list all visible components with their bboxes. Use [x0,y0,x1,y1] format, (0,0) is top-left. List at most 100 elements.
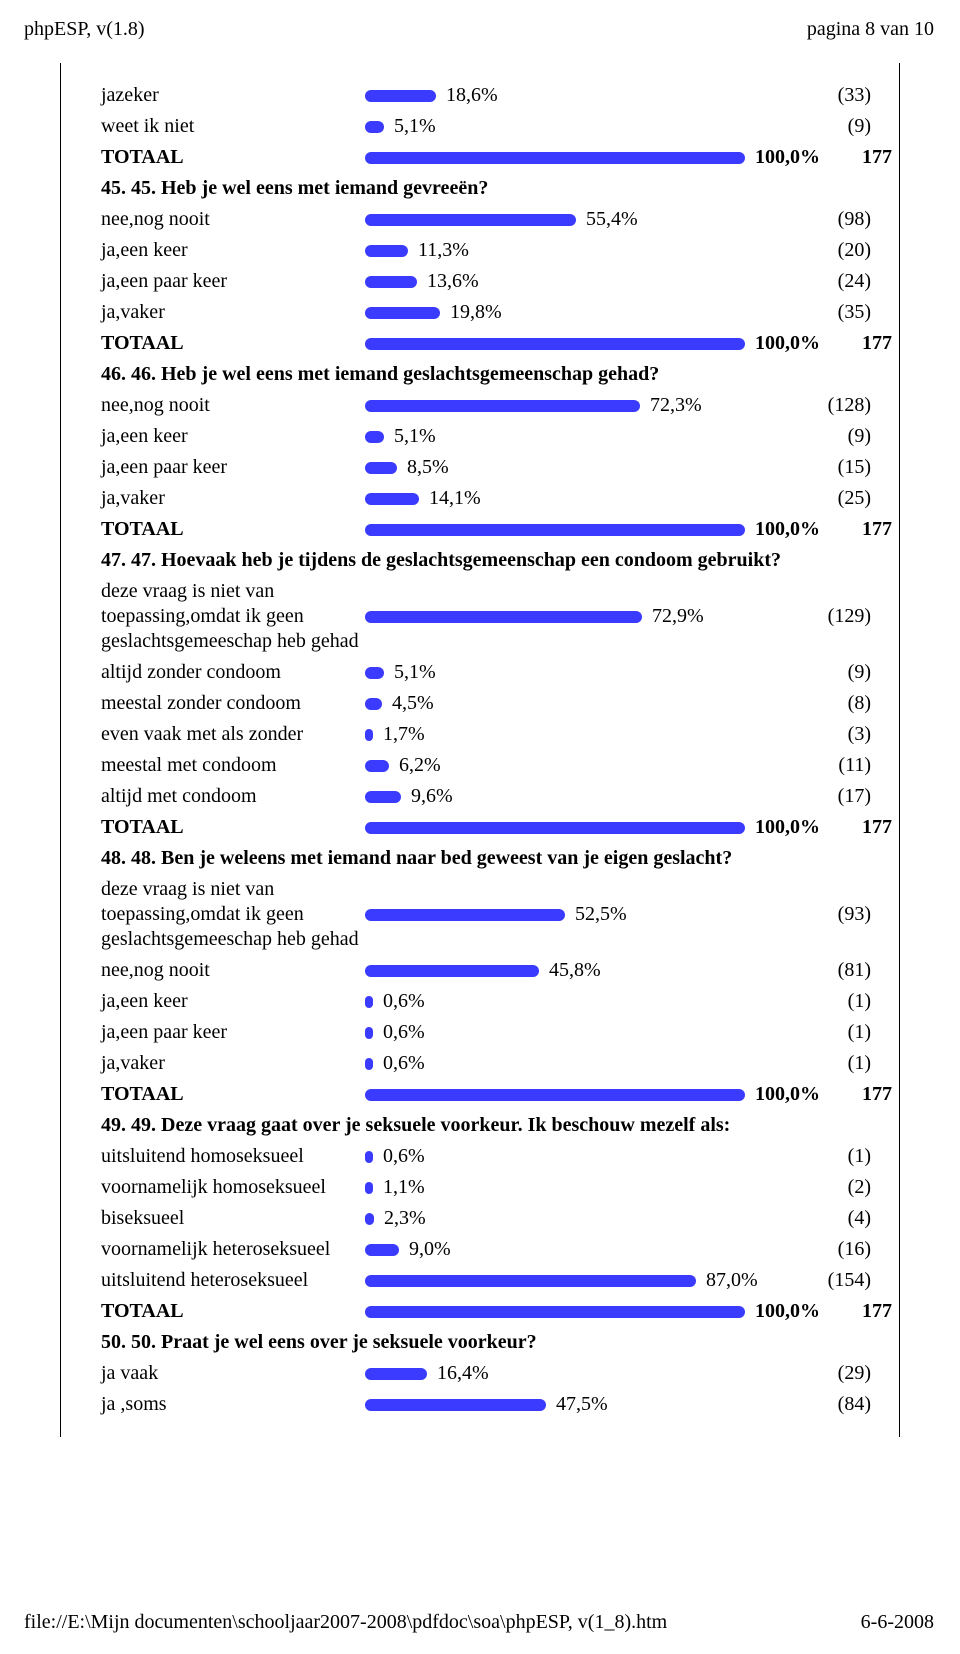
bar-cell: 100,0% [365,146,820,169]
total-row: TOTAAL100,0%177 [101,1082,871,1107]
answer-row: ja vaak16,4%(29) [101,1361,871,1386]
answer-label: ja,een keer [101,989,365,1014]
answer-label: uitsluitend homoseksueel [101,1144,365,1169]
answer-label: ja,een paar keer [101,455,365,480]
percentage-bar [365,462,397,474]
answer-row: biseksueel2,3%(4) [101,1206,871,1231]
percentage-value: 9,6% [411,785,453,808]
bar-cell: 11,3% [365,239,799,262]
count-value: (1) [799,990,871,1013]
answer-row: altijd met condoom 9,6% (17) [101,784,871,809]
count-value: (9) [799,115,871,138]
total-row: TOTAAL100,0%177 [101,145,871,170]
answer-row: nee,nog nooit72,3%(128) [101,393,871,418]
answer-row: weet ik niet5,1%(9) [101,114,871,139]
percentage-bar [365,90,436,102]
count-value: 177 [820,146,892,169]
answer-label: TOTAAL [101,517,365,542]
answer-label: TOTAAL [101,145,365,170]
answer-row: altijd zonder condoom5,1%(9) [101,660,871,685]
bar-cell: 100,0% [365,332,820,355]
percentage-value: 100,0% [755,146,820,169]
answer-row: voornamelijk heteroseksueel9,0%(16) [101,1237,871,1262]
bar-cell: 55,4% [365,208,799,231]
answer-label: nee,nog nooit [101,207,365,232]
percentage-bar [365,996,373,1008]
count-value: (3) [799,723,871,746]
answer-label: ja,vaker [101,300,365,325]
question-title: 48. 48. Ben je weleens met iemand naar b… [101,846,871,871]
question-title: 49. 49. Deze vraag gaat over je seksuele… [101,1113,871,1138]
answer-label: deze vraag is niet van toepassing,omdat … [101,579,365,654]
percentage-value: 52,5% [575,903,627,926]
bar-cell: 19,8% [365,301,799,324]
percentage-value: 100,0% [755,518,820,541]
answer-row: ja ,soms47,5%(84) [101,1392,871,1417]
answer-label: uitsluitend heteroseksueel [101,1268,365,1293]
answer-label: ja,een paar keer [101,269,365,294]
percentage-value: 72,3% [650,394,702,417]
percentage-bar [365,493,419,505]
answer-label: nee,nog nooit [101,958,365,983]
answer-label: even vaak met als zonder [101,722,365,747]
percentage-bar [365,245,408,257]
answer-label: deze vraag is niet van toepassing,omdat … [101,877,365,952]
page-header: phpESP, v(1.8) pagina 8 van 10 [20,18,940,51]
percentage-value: 11,3% [418,239,469,262]
answer-row: ja,vaker14,1%(25) [101,486,871,511]
count-value: (9) [799,661,871,684]
count-value: (35) [799,301,871,324]
percentage-value: 87,0% [706,1269,758,1292]
count-value: (1) [799,1021,871,1044]
percentage-value: 1,7% [383,723,425,746]
content-frame: jazeker18,6%(33) weet ik niet5,1%(9) TOTAA… [60,63,900,1437]
answer-label: altijd met condoom [101,784,365,809]
answer-row: uitsluitend homoseksueel0,6%(1) [101,1144,871,1169]
count-value: (20) [799,239,871,262]
percentage-bar [365,1244,399,1256]
count-value: 177 [820,332,892,355]
count-value: (29) [799,1362,871,1385]
bar-cell: 45,8% [365,959,799,982]
count-value: (16) [799,1238,871,1261]
answer-label: TOTAAL [101,1082,365,1107]
percentage-value: 0,6% [383,990,425,1013]
count-value: (15) [799,456,871,479]
bar-cell: 100,0% [365,1300,820,1323]
percentage-bar [365,307,440,319]
bar-cell: 6,2% [365,754,799,777]
answer-row: ja,een keer11,3%(20) [101,238,871,263]
bar-cell: 9,6% [365,785,799,808]
bar-cell: 72,3% [365,394,799,417]
count-value: (129) [799,605,871,628]
bar-cell: 87,0% [365,1269,799,1292]
percentage-value: 100,0% [755,1083,820,1106]
percentage-value: 5,1% [394,425,436,448]
question-title: 47. 47. Hoevaak heb je tijdens de geslac… [101,548,871,573]
percentage-value: 0,6% [383,1145,425,1168]
answer-row: uitsluitend heteroseksueel87,0%(154) [101,1268,871,1293]
bar-cell: 72,9% [365,605,799,628]
bar-cell: 0,6% [365,1052,799,1075]
answer-row: ja,een keer 0,6% (1) [101,989,871,1014]
percentage-value: 6,2% [399,754,441,777]
answer-label: biseksueel [101,1206,365,1231]
total-row: TOTAAL100,0%177 [101,1299,871,1324]
answer-row: jazeker18,6%(33) [101,83,871,108]
answer-label: meestal met condoom [101,753,365,778]
percentage-value: 0,6% [383,1052,425,1075]
bar-cell: 100,0% [365,816,820,839]
percentage-bar [365,791,401,803]
answer-label: ja vaak [101,1361,365,1386]
percentage-value: 55,4% [586,208,638,231]
percentage-value: 19,8% [450,301,502,324]
answer-row: meestal met condoom6,2%(11) [101,753,871,778]
count-value: (25) [799,487,871,510]
count-value: (98) [799,208,871,231]
answer-row: ja,een paar keer8,5%(15) [101,455,871,480]
count-value: (17) [799,785,871,808]
percentage-bar [365,121,384,133]
answer-label: ja,vaker [101,1051,365,1076]
percentage-bar [365,698,382,710]
count-value: (1) [799,1052,871,1075]
